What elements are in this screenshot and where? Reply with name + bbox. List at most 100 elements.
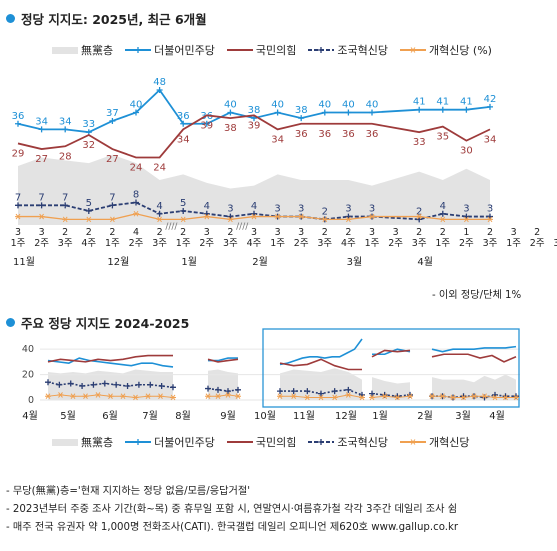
point-rebuild <box>109 202 116 209</box>
month-label: 8월 <box>175 410 191 422</box>
tick-week-label: 1주 <box>270 238 285 249</box>
legend-label: 無黨층 <box>81 436 114 449</box>
point-rebuild <box>147 381 154 388</box>
tick-week-label: 3주 <box>58 238 73 249</box>
line-rebuild <box>18 201 490 221</box>
gap-marker: //// <box>165 222 178 232</box>
point-rebuild <box>290 388 297 395</box>
area-undecided <box>208 369 238 400</box>
line-rebuild <box>207 387 239 392</box>
point-reform <box>235 393 241 399</box>
point-reform <box>277 393 283 399</box>
data-label-ppp: 36 <box>295 129 308 140</box>
point-rebuild <box>304 388 311 395</box>
line-ppp <box>431 353 517 363</box>
point-minju <box>416 106 423 113</box>
data-label-ppp: 33 <box>413 137 426 148</box>
gap-marker: //// <box>236 222 249 232</box>
point-rebuild <box>463 213 470 220</box>
tick-sub-label: 3 <box>39 227 45 238</box>
tick-week-label: 2주 <box>199 238 214 249</box>
legend-swatch-icon <box>125 47 152 53</box>
tick-week-label: 2주 <box>530 238 545 249</box>
point-reform <box>225 392 231 398</box>
legend-item-ppp: 국민의힘 <box>226 42 297 58</box>
line-minju <box>279 338 363 366</box>
data-label-rebuild: 7 <box>38 192 44 203</box>
point-rebuild <box>331 388 338 395</box>
point-reform <box>205 393 211 399</box>
point-reform <box>215 393 221 399</box>
data-label-rebuild: 3 <box>298 204 304 215</box>
tick-week-label: 3주 <box>553 238 557 249</box>
data-label-minju: 41 <box>460 97 473 108</box>
tick-sub-label: 2 <box>345 227 351 238</box>
legend-swatch-icon <box>226 49 253 51</box>
point-rebuild <box>203 210 210 217</box>
data-label-rebuild: 7 <box>109 192 115 203</box>
data-label-minju: 40 <box>366 100 379 111</box>
y-tick-label: 0 <box>28 395 34 406</box>
legend-item-rebuild: 조국혁신당 <box>308 434 388 450</box>
point-reform <box>290 393 297 399</box>
data-label-rebuild: 7 <box>62 192 68 203</box>
point-minju <box>369 109 375 116</box>
data-label-ppp: 36 <box>318 129 331 140</box>
legend-label: 국민의힘 <box>255 44 297 57</box>
point-reform <box>416 213 423 220</box>
point-reform <box>359 394 365 401</box>
month-label: 9월 <box>220 410 236 422</box>
data-label-minju: 48 <box>153 77 166 88</box>
point-rebuild <box>62 202 69 209</box>
data-label-rebuild: 2 <box>416 206 422 217</box>
point-minju <box>345 109 352 116</box>
point-reform <box>369 394 375 401</box>
month-label: 6월 <box>102 410 118 422</box>
data-label-rebuild: 3 <box>369 204 375 215</box>
tick-week-label: 3주 <box>223 238 238 249</box>
point-rebuild <box>227 213 234 220</box>
point-reform <box>487 216 493 223</box>
line-reform <box>208 394 239 397</box>
data-label-ppp: 27 <box>35 154 48 165</box>
chart-title-2-text: 주요 정당 지지도 2024-2025 <box>21 316 190 331</box>
tick-sub-label: 2 <box>62 227 68 238</box>
point-rebuild <box>158 383 165 390</box>
tick-week-label: 1주 <box>435 238 450 249</box>
tick-week-label: 1주 <box>506 238 521 249</box>
month-label: 5월 <box>60 410 76 422</box>
point-minju <box>180 120 187 127</box>
data-label-minju: 36 <box>12 111 25 122</box>
tick-week-label: 4주 <box>81 238 96 249</box>
data-label-ppp: 29 <box>12 148 25 159</box>
data-label-ppp: 24 <box>130 163 143 174</box>
bullet-icon <box>6 14 15 23</box>
tick-sub-label: 3 <box>204 227 210 238</box>
point-reform <box>439 216 446 223</box>
point-minju <box>203 120 210 127</box>
point-reform <box>345 216 352 223</box>
point-reform <box>132 394 139 401</box>
point-reform <box>120 393 126 399</box>
point-rebuild <box>487 213 493 220</box>
data-label-ppp: 27 <box>106 154 119 165</box>
point-rebuild <box>369 390 375 397</box>
chart-title-1: 정당 지지도: 2025년, 최근 6개월 <box>6 9 207 28</box>
point-rebuild <box>439 210 446 217</box>
point-minju <box>156 87 163 93</box>
point-reform <box>180 216 187 223</box>
tick-week-label: 1주 <box>105 238 120 249</box>
point-rebuild <box>113 381 120 388</box>
legend-label: 조국혁신당 <box>337 44 388 57</box>
point-rebuild <box>251 210 257 217</box>
point-reform <box>439 393 446 399</box>
point-rebuild <box>318 390 324 397</box>
data-label-minju: 38 <box>248 105 261 116</box>
data-label-minju: 40 <box>318 100 331 111</box>
tick-week-label: 4주 <box>247 238 262 249</box>
data-label-ppp: 32 <box>82 140 95 151</box>
data-label-rebuild: 5 <box>180 198 186 209</box>
tick-week-label: 3주 <box>412 238 427 249</box>
month-label: 2월 <box>417 410 433 422</box>
data-label-ppp: 36 <box>366 129 379 140</box>
